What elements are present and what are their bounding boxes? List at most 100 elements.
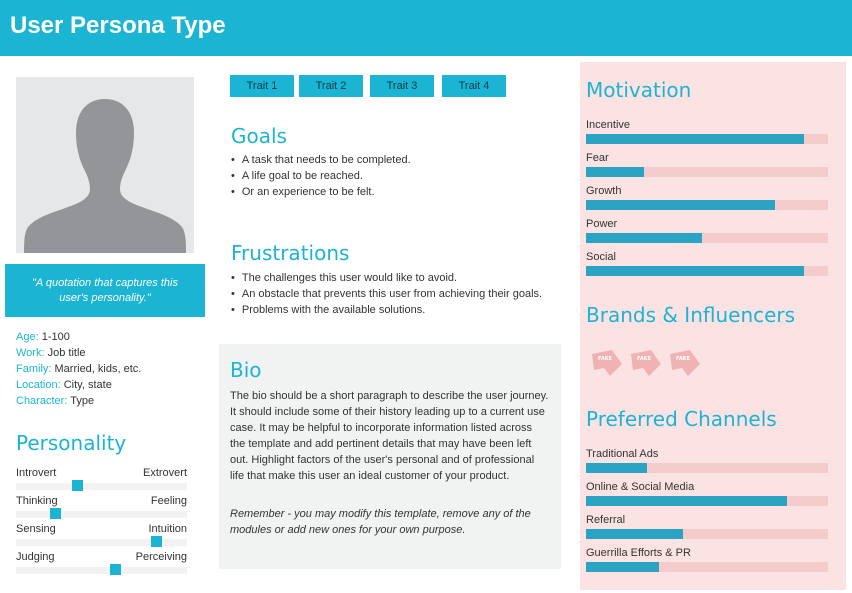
- trait-tag[interactable]: Trait 1: [230, 75, 294, 97]
- bar-label: Fear: [586, 152, 609, 164]
- bar-track: [586, 562, 828, 572]
- bar-fill: [586, 167, 645, 177]
- trait-tag[interactable]: Trait 3: [370, 75, 434, 97]
- scale-right-label: Extrovert: [142, 467, 187, 479]
- personality-scale: Introvert Extrovert: [16, 467, 187, 493]
- scale-left-label: Introvert: [16, 467, 57, 479]
- list-item: The challenges this user would like to a…: [231, 270, 542, 286]
- channel-bar: Traditional Ads: [586, 448, 828, 478]
- bar-fill: [586, 496, 787, 506]
- personality-scale: Thinking Feeling: [16, 495, 187, 521]
- bar-fill: [586, 134, 804, 144]
- bar-label: Power: [586, 218, 618, 230]
- bio-title: Bio: [230, 358, 262, 382]
- personality-scale: Sensing Intuition: [16, 523, 187, 549]
- motivation-bar: Fear: [586, 152, 828, 182]
- personality-title: Personality: [16, 431, 127, 455]
- scale-knob: [110, 564, 121, 575]
- fact-location: Location: City, state: [16, 377, 141, 393]
- bar-track: [586, 496, 828, 506]
- fact-value: Job title: [47, 347, 86, 359]
- page-title: User Persona Type: [10, 12, 226, 39]
- scale-right-label: Perceiving: [135, 551, 187, 563]
- trait-tag[interactable]: Trait 4: [442, 75, 506, 97]
- bar-track: [586, 266, 828, 276]
- bar-track: [586, 529, 828, 539]
- scale-knob: [50, 508, 61, 519]
- fact-character: Character: Type: [16, 393, 141, 409]
- scale-left-label: Judging: [16, 551, 55, 563]
- channels-title: Preferred Channels: [586, 407, 777, 431]
- frustrations-title: Frustrations: [231, 241, 350, 265]
- scale-track: [16, 539, 187, 546]
- fact-key: Work:: [16, 347, 45, 359]
- motivation-title: Motivation: [586, 78, 692, 102]
- fact-key: Character:: [16, 395, 68, 407]
- fact-value: City, state: [63, 379, 112, 391]
- bio-remember-note: Remember - you may modify this template,…: [230, 508, 531, 536]
- brands-title: Brands & Influencers: [586, 303, 796, 327]
- list-item: An obstacle that prevents this user from…: [231, 286, 542, 302]
- scale-knob: [151, 536, 162, 547]
- trait-tag[interactable]: Trait 2: [299, 75, 363, 97]
- fact-key: Family:: [16, 363, 52, 375]
- bar-label: Traditional Ads: [586, 448, 659, 460]
- profile-facts: Age: 1-100 Work: Job title Family: Marri…: [16, 329, 141, 409]
- fake-logo-icon: FAKE: [592, 350, 622, 376]
- page-header: User Persona Type: [0, 0, 852, 56]
- list-item: Problems with the available solutions.: [231, 302, 542, 318]
- motivation-bar: Growth: [586, 185, 828, 215]
- bar-track: [586, 167, 828, 177]
- bar-label: Growth: [586, 185, 622, 197]
- scale-left-label: Thinking: [16, 495, 58, 507]
- fake-logo-icon: FAKE: [631, 350, 661, 376]
- bar-fill: [586, 266, 804, 276]
- channel-bar: Online & Social Media: [586, 481, 828, 511]
- bar-track: [586, 134, 828, 144]
- avatar: [16, 77, 194, 253]
- goals-title: Goals: [231, 124, 287, 148]
- bar-track: [586, 200, 828, 210]
- bar-fill: [586, 233, 703, 243]
- motivation-bar: Social: [586, 251, 828, 281]
- bar-fill: [586, 463, 647, 473]
- list-item: A task that needs to be completed.: [231, 152, 411, 168]
- bar-label: Incentive: [586, 119, 631, 131]
- fact-work: Work: Job title: [16, 345, 141, 361]
- channel-bar: Referral: [586, 514, 828, 544]
- personality-scale: Judging Perceiving: [16, 551, 187, 577]
- svg-text:FAKE: FAKE: [676, 356, 691, 362]
- scale-left-label: Sensing: [16, 523, 56, 535]
- fact-key: Location:: [16, 379, 61, 391]
- fact-value: Type: [70, 395, 95, 407]
- bar-fill: [586, 200, 775, 210]
- scale-right-label: Intuition: [148, 523, 187, 535]
- list-item: A life goal to be reached.: [231, 168, 411, 184]
- scale-track: [16, 483, 187, 490]
- bar-label: Online & Social Media: [586, 481, 695, 493]
- bar-label: Guerrilla Efforts & PR: [586, 547, 691, 559]
- bar-fill: [586, 562, 659, 572]
- bar-fill: [586, 529, 683, 539]
- bio-text: The bio should be a short paragraph to d…: [230, 390, 549, 482]
- list-item: Or an experience to be felt.: [231, 184, 411, 200]
- motivation-bar: Incentive: [586, 119, 828, 149]
- fact-key: Age:: [16, 331, 39, 343]
- bar-track: [586, 463, 828, 473]
- bio-panel: Bio The bio should be a short paragraph …: [219, 344, 561, 569]
- fact-family: Family: Married, kids, etc.: [16, 361, 141, 377]
- fact-value: Married, kids, etc.: [54, 363, 142, 375]
- bar-label: Social: [586, 251, 616, 263]
- fact-age: Age: 1-100: [16, 329, 141, 345]
- motivation-bar: Power: [586, 218, 828, 248]
- scale-track: [16, 567, 187, 574]
- fact-value: 1-100: [41, 331, 70, 343]
- goals-list: A task that needs to be completed. A lif…: [231, 152, 411, 200]
- bar-track: [586, 233, 828, 243]
- bar-label: Referral: [586, 514, 626, 526]
- svg-text:FAKE: FAKE: [598, 356, 613, 362]
- scale-track: [16, 511, 187, 518]
- svg-text:FAKE: FAKE: [637, 356, 652, 362]
- frustrations-list: The challenges this user would like to a…: [231, 270, 542, 318]
- persona-quote: "A quotation that captures this user's p…: [5, 264, 205, 317]
